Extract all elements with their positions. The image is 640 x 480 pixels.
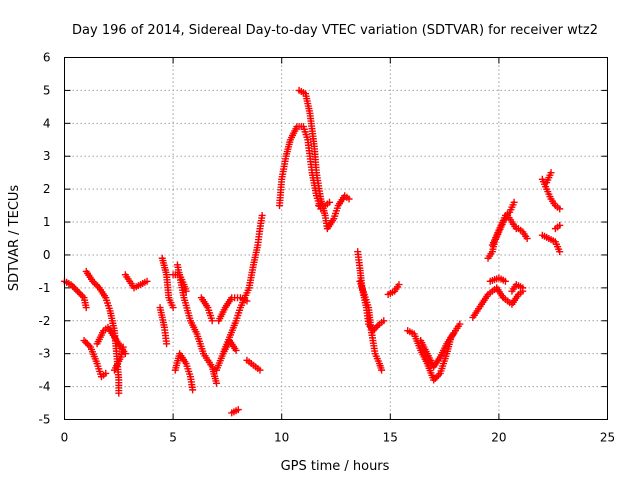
x-tick-label: 5 [169,431,177,445]
chart-title: Day 196 of 2014, Sidereal Day-to-day VTE… [72,23,598,38]
data-point [510,198,518,206]
data-point [256,366,264,374]
data-point [232,346,240,354]
y-tick-label: 6 [43,51,51,65]
data-point [380,317,388,325]
data-point [258,211,266,219]
data-point [523,235,531,242]
x-tick-label: 15 [383,431,398,445]
y-tick-label: -4 [39,380,51,394]
data-point [119,343,127,351]
data-point [169,304,177,312]
data-point [519,284,527,292]
x-tick-label: 10 [274,431,289,445]
y-tick-label: 5 [43,83,51,97]
data-point [189,386,197,394]
y-tick-label: -1 [39,281,51,295]
data-point [234,406,242,414]
y-axis-label: SDTVAR / TECUs [7,185,22,292]
data-point [556,248,564,256]
y-tick-label: -3 [39,347,51,361]
y-tick-label: 0 [43,248,51,262]
data-point [213,379,221,387]
data-point [378,366,386,374]
y-tick-label: 1 [43,215,51,229]
x-axis-label: GPS time / hours [281,459,390,474]
y-tick-label: 2 [43,182,51,196]
data-point [163,340,171,348]
x-tick-label: 25 [600,431,615,445]
x-tick-label: 20 [491,431,506,445]
data-point [102,369,110,377]
data-point [395,281,403,289]
plot-frame [64,57,608,420]
grid [64,57,608,420]
data-point [456,320,464,328]
data-point [182,287,190,295]
data-point [115,389,123,397]
data-point [325,198,333,206]
data-point [82,304,90,312]
data-point [547,169,555,177]
data-point [143,277,151,285]
y-tick-label: 3 [43,149,51,163]
x-tick-label: 0 [61,431,69,445]
y-tick-label: -2 [39,314,51,328]
data-point [345,195,353,203]
data-series [61,86,564,417]
y-tick-label: 4 [43,116,51,130]
data-point [208,317,216,325]
data-point [556,205,564,213]
data-point [556,221,564,229]
data-point [501,277,509,285]
y-tick-label: -5 [39,413,51,427]
data-point [449,330,457,338]
